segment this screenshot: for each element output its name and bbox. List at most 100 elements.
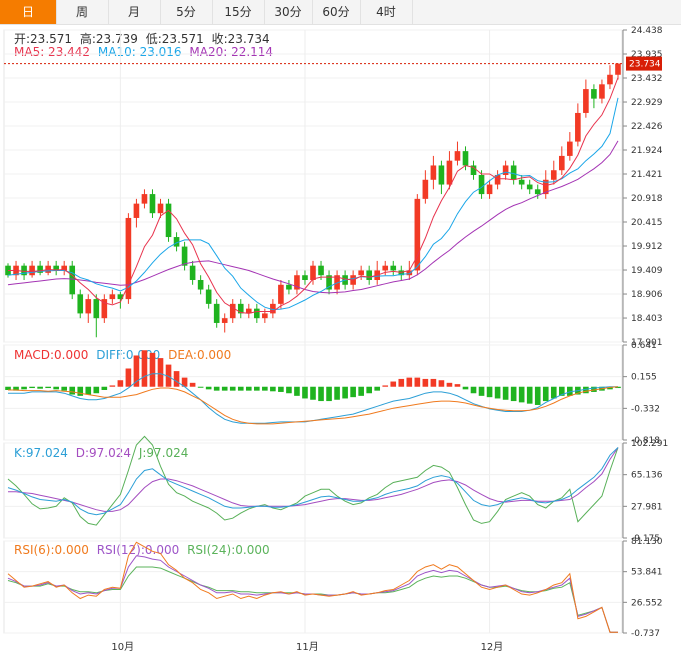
candle-body: [583, 89, 589, 113]
rsi-panel-tick-label: -0.737: [631, 629, 660, 639]
macd-bar: [398, 378, 405, 387]
macd-bar: [526, 386, 533, 404]
candle-body: [237, 303, 244, 314]
price-panel-tick-label: 23.432: [631, 74, 663, 84]
candle-body: [149, 194, 156, 214]
macd-bar: [237, 386, 244, 391]
macd-bar: [189, 382, 196, 387]
dea-line: [8, 386, 619, 425]
macd-bar: [382, 385, 389, 387]
candle-body: [567, 141, 573, 156]
candle-body: [69, 265, 76, 295]
price-panel-tick-label: 17.901: [631, 338, 663, 348]
price-panel-tick-label: 22.426: [631, 122, 663, 132]
ma10-label: MA10: 23.016: [97, 45, 182, 59]
macd-bar: [591, 386, 597, 392]
macd-bar: [165, 364, 172, 387]
candle-body: [85, 299, 92, 314]
price-panel-tick-label: 20.918: [631, 194, 663, 204]
kdj-panel-frame: [3, 442, 623, 539]
d-label: D:97.024: [75, 446, 132, 460]
price-panel-tick-label: 21.924: [631, 146, 663, 156]
candle-body: [197, 280, 204, 290]
macd-bar: [286, 386, 292, 394]
candle-body: [173, 237, 180, 247]
price-panel-tick-label: 18.906: [631, 290, 663, 300]
candle-body: [615, 63, 621, 75]
macd-bar: [254, 386, 260, 391]
kdj-panel-tick-label: 102.291: [631, 439, 668, 449]
macd-bar: [558, 386, 565, 396]
candle-body: [318, 265, 324, 276]
kdj-panel-tick-label: -9.175: [631, 534, 660, 544]
candle-body: [294, 275, 300, 290]
macd-bar: [85, 386, 92, 395]
macd-bar: [77, 386, 84, 396]
macd-bar: [53, 386, 59, 390]
close-label: 收:23.734: [211, 32, 270, 46]
macd-panel-tick-label: 0.641: [631, 341, 657, 351]
macd-panel-tick-label: -0.818: [631, 436, 660, 446]
candle-body: [542, 179, 549, 195]
macd-bar: [117, 380, 124, 387]
macd-bar: [109, 385, 116, 387]
macd-bar: [294, 386, 300, 396]
price-panel-tick-label: 22.929: [631, 98, 663, 108]
candle-body: [278, 284, 284, 304]
candle-body: [117, 294, 124, 300]
macd-bar: [350, 386, 356, 398]
candle-body: [221, 318, 228, 323]
macd-bar: [45, 386, 51, 389]
candle-body: [189, 265, 196, 281]
macd-bar: [310, 386, 316, 400]
macd-bar: [229, 386, 236, 391]
tab-5[interactable]: 30分: [264, 0, 313, 24]
candle-body: [358, 270, 364, 276]
macd-bar: [607, 386, 613, 390]
tab-2[interactable]: 月: [108, 0, 161, 24]
macd-bar: [462, 386, 469, 390]
ma5-line: [8, 77, 619, 314]
macd-bar: [366, 386, 372, 394]
macd-bar: [157, 358, 164, 387]
candle-body: [534, 189, 541, 195]
tab-7[interactable]: 4时: [360, 0, 413, 24]
candle-body: [382, 265, 389, 271]
macd-bar: [245, 386, 252, 391]
macd-bar: [567, 386, 573, 396]
price-panel-tick-label: 21.421: [631, 170, 663, 180]
macd-bar: [494, 386, 501, 399]
candle-body: [310, 265, 316, 281]
candle-body: [125, 217, 132, 300]
macd-bar: [125, 368, 132, 387]
candle-body: [21, 265, 27, 276]
candle-body: [93, 299, 100, 319]
candle-body: [607, 74, 613, 85]
macd-bar: [29, 386, 35, 389]
macd-bar: [221, 386, 228, 391]
candle-body: [29, 265, 35, 276]
tab-3[interactable]: 5分: [160, 0, 213, 24]
macd-bar: [486, 386, 493, 398]
macd-bar: [69, 386, 76, 395]
tab-0[interactable]: 日: [0, 0, 57, 24]
macd-bar: [141, 350, 148, 387]
candle-body: [302, 275, 308, 281]
candle-body: [550, 170, 557, 180]
tab-1[interactable]: 周: [56, 0, 109, 24]
rsi24-line: [7, 566, 618, 633]
macd-bar: [438, 380, 445, 387]
price-panel-tick-label: 19.912: [631, 242, 663, 252]
candle-body: [430, 165, 437, 180]
ma20-line: [7, 140, 619, 294]
macd-bar: [470, 386, 477, 394]
macd-bar: [205, 386, 212, 390]
j-line: [7, 435, 619, 526]
tab-6[interactable]: 60分: [312, 0, 361, 24]
k-label: K:97.024: [14, 446, 68, 460]
tab-4[interactable]: 15分: [212, 0, 265, 24]
macd-bar: [406, 377, 413, 387]
macd-bar: [173, 371, 180, 387]
macd-bar: [326, 386, 332, 402]
